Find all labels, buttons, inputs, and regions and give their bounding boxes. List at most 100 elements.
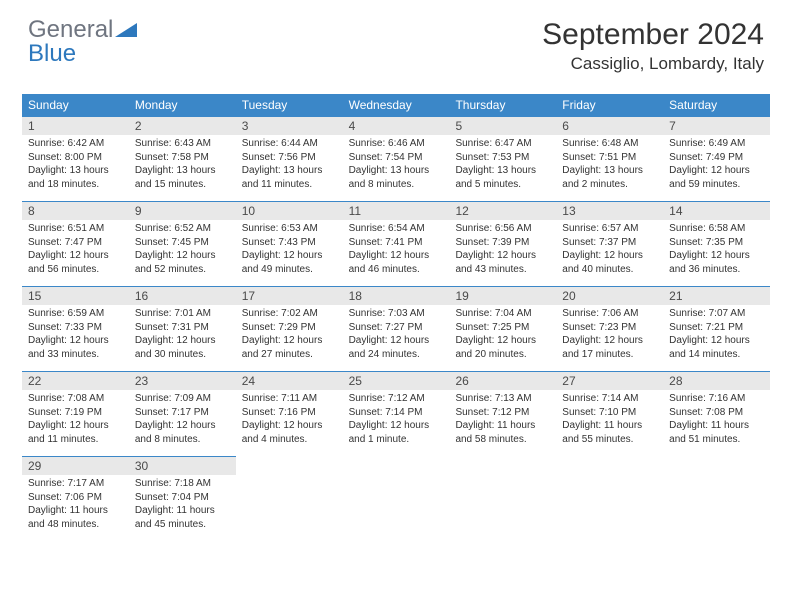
week-row: 8 Sunrise: 6:51 AMSunset: 7:47 PMDaylight… <box>22 201 770 280</box>
day-details: Sunrise: 6:54 AMSunset: 7:41 PMDaylight:… <box>343 222 450 276</box>
detail-line: Daylight: 12 hours <box>455 249 550 263</box>
detail-line: Sunrise: 7:02 AM <box>242 307 337 321</box>
detail-line: Sunrise: 6:53 AM <box>242 222 337 236</box>
day-details: Sunrise: 7:18 AMSunset: 7:04 PMDaylight:… <box>129 477 236 531</box>
day-details: Sunrise: 6:51 AMSunset: 7:47 PMDaylight:… <box>22 222 129 276</box>
detail-line: Sunset: 7:17 PM <box>135 406 230 420</box>
day-cell: 8 Sunrise: 6:51 AMSunset: 7:47 PMDaylight… <box>22 201 129 280</box>
detail-line: Sunrise: 7:14 AM <box>562 392 657 406</box>
detail-line: Sunrise: 6:47 AM <box>455 137 550 151</box>
detail-line: Daylight: 11 hours <box>562 419 657 433</box>
detail-line: Sunset: 7:19 PM <box>28 406 123 420</box>
month-title: September 2024 <box>542 18 764 52</box>
detail-line: Daylight: 13 hours <box>242 164 337 178</box>
detail-line: Sunrise: 6:49 AM <box>669 137 764 151</box>
detail-line: and 2 minutes. <box>562 178 657 192</box>
logo-word1: General <box>28 16 113 43</box>
dow-cell: Saturday <box>663 94 770 116</box>
detail-line: Sunset: 7:41 PM <box>349 236 444 250</box>
day-number: 2 <box>129 116 236 135</box>
day-number: 24 <box>236 371 343 390</box>
day-cell: 1Sunrise: 6:42 AMSunset: 8:00 PMDaylight… <box>22 116 129 195</box>
day-number: 20 <box>556 286 663 305</box>
dow-cell: Thursday <box>449 94 556 116</box>
detail-line: and 33 minutes. <box>28 348 123 362</box>
detail-line: Sunset: 7:35 PM <box>669 236 764 250</box>
detail-line: Sunrise: 6:43 AM <box>135 137 230 151</box>
day-cell: 18Sunrise: 7:03 AMSunset: 7:27 PMDayligh… <box>343 286 450 365</box>
title-block: September 2024 Cassiglio, Lombardy, Ital… <box>542 18 764 74</box>
day-cell <box>343 456 450 535</box>
detail-line: Daylight: 11 hours <box>28 504 123 518</box>
detail-line: Daylight: 12 hours <box>28 249 123 263</box>
day-number: 12 <box>449 201 556 220</box>
day-number: 16 <box>129 286 236 305</box>
day-details: Sunrise: 7:13 AMSunset: 7:12 PMDaylight:… <box>449 392 556 446</box>
day-number: 28 <box>663 371 770 390</box>
detail-line: Daylight: 12 hours <box>28 334 123 348</box>
detail-line: and 20 minutes. <box>455 348 550 362</box>
detail-line: Daylight: 12 hours <box>242 249 337 263</box>
day-number: 13 <box>556 201 663 220</box>
detail-line: Sunrise: 7:12 AM <box>349 392 444 406</box>
day-cell: 9Sunrise: 6:52 AMSunset: 7:45 PMDaylight… <box>129 201 236 280</box>
week-row: 22 Sunrise: 7:08 AMSunset: 7:19 PM Dayligh… <box>22 371 770 450</box>
detail-line: Sunrise: 6:59 AM <box>28 307 123 321</box>
day-cell: 13Sunrise: 6:57 AMSunset: 7:37 PMDayligh… <box>556 201 663 280</box>
day-number: 26 <box>449 371 556 390</box>
day-cell: 19Sunrise: 7:04 AMSunset: 7:25 PMDayligh… <box>449 286 556 365</box>
day-cell: 3Sunrise: 6:44 AMSunset: 7:56 PMDaylight… <box>236 116 343 195</box>
detail-line: Sunset: 7:06 PM <box>28 491 123 505</box>
day-details: Sunrise: 6:59 AMSunset: 7:33 PMDaylight:… <box>22 307 129 361</box>
header: General Blue September 2024 Cassiglio, L… <box>0 0 792 82</box>
day-number: 10 <box>236 201 343 220</box>
detail-line: and 43 minutes. <box>455 263 550 277</box>
day-cell: 27Sunrise: 7:14 AMSunset: 7:10 PMDayligh… <box>556 371 663 450</box>
day-number: 17 <box>236 286 343 305</box>
day-number: 21 <box>663 286 770 305</box>
detail-line: Sunrise: 7:03 AM <box>349 307 444 321</box>
detail-line: Sunrise: 7:09 AM <box>135 392 230 406</box>
detail-line: Daylight: 12 hours <box>349 249 444 263</box>
detail-line: Sunset: 7:54 PM <box>349 151 444 165</box>
day-cell: 12Sunrise: 6:56 AMSunset: 7:39 PMDayligh… <box>449 201 556 280</box>
detail-line: Daylight: 12 hours <box>349 334 444 348</box>
detail-line: Daylight: 11 hours <box>135 504 230 518</box>
day-number: 5 <box>449 116 556 135</box>
detail-line: Sunrise: 6:44 AM <box>242 137 337 151</box>
day-details: Sunrise: 7:07 AMSunset: 7:21 PMDaylight:… <box>663 307 770 361</box>
detail-line: Daylight: 13 hours <box>28 164 123 178</box>
day-details: Sunrise: 6:47 AMSunset: 7:53 PMDaylight:… <box>449 137 556 191</box>
detail-line: Daylight: 12 hours <box>669 164 764 178</box>
detail-line: and 11 minutes. <box>28 433 123 447</box>
detail-line: Sunset: 7:23 PM <box>562 321 657 335</box>
detail-line: Daylight: 13 hours <box>349 164 444 178</box>
day-number: 23 <box>129 371 236 390</box>
detail-line: Sunset: 7:47 PM <box>28 236 123 250</box>
detail-line: Sunrise: 7:08 AM <box>28 392 123 406</box>
day-number: 4 <box>343 116 450 135</box>
detail-line: and 40 minutes. <box>562 263 657 277</box>
day-details: Sunrise: 6:53 AMSunset: 7:43 PMDaylight:… <box>236 222 343 276</box>
detail-line: and 55 minutes. <box>562 433 657 447</box>
day-details: Sunrise: 7:03 AMSunset: 7:27 PMDaylight:… <box>343 307 450 361</box>
detail-line: Sunset: 7:53 PM <box>455 151 550 165</box>
day-number: 8 <box>22 201 129 220</box>
day-details: Sunrise: 6:44 AMSunset: 7:56 PMDaylight:… <box>236 137 343 191</box>
dow-cell: Monday <box>129 94 236 116</box>
day-cell: 10 Sunrise: 6:53 AMSunset: 7:43 PMDayligh… <box>236 201 343 280</box>
day-cell: 25Sunrise: 7:12 AMSunset: 7:14 PMDayligh… <box>343 371 450 450</box>
day-of-week-header: SundayMondayTuesdayWednesdayThursdayFrid… <box>22 94 770 116</box>
day-cell: 7Sunrise: 6:49 AMSunset: 7:49 PMDaylight… <box>663 116 770 195</box>
detail-line: and 45 minutes. <box>135 518 230 532</box>
day-details: Sunrise: 6:46 AMSunset: 7:54 PMDaylight:… <box>343 137 450 191</box>
day-details: Sunrise: 6:48 AMSunset: 7:51 PMDaylight:… <box>556 137 663 191</box>
day-details: Sunrise: 7:01 AMSunset: 7:31 PMDaylight:… <box>129 307 236 361</box>
detail-line: Sunset: 7:37 PM <box>562 236 657 250</box>
detail-line: Sunset: 7:29 PM <box>242 321 337 335</box>
detail-line: Sunrise: 7:07 AM <box>669 307 764 321</box>
week-row: 15Sunrise: 6:59 AMSunset: 7:33 PMDayligh… <box>22 286 770 365</box>
day-number: 22 <box>22 371 129 390</box>
day-cell: 30Sunrise: 7:18 AMSunset: 7:04 PMDayligh… <box>129 456 236 535</box>
detail-line: Sunrise: 6:57 AM <box>562 222 657 236</box>
